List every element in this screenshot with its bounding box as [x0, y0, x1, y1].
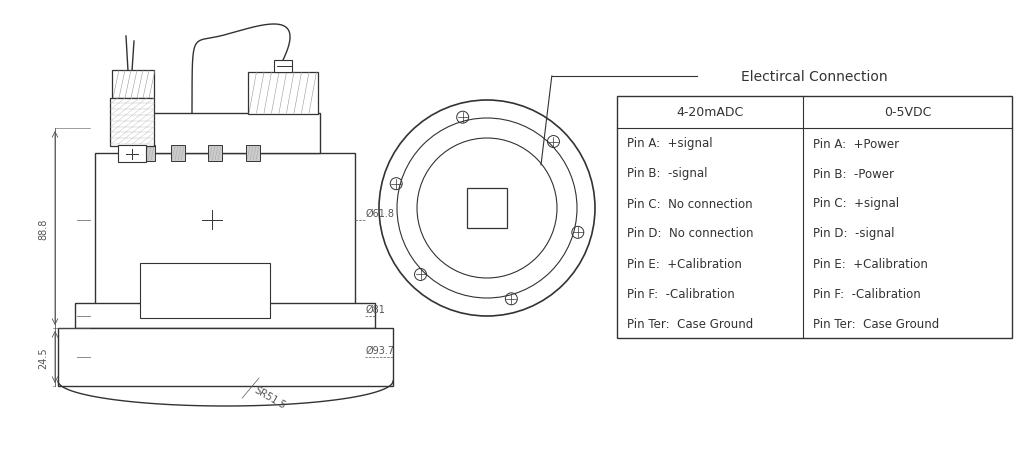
- Bar: [58, 328, 393, 386]
- Bar: [248, 73, 318, 115]
- Bar: [140, 263, 270, 318]
- Text: Ø93.7: Ø93.7: [366, 345, 395, 355]
- Text: Pin A:  +Power: Pin A: +Power: [813, 137, 899, 150]
- Text: Pin D:  -signal: Pin D: -signal: [813, 227, 894, 240]
- Text: Pin F:  -Calibration: Pin F: -Calibration: [627, 287, 735, 300]
- Bar: [617, 97, 1012, 338]
- Text: 0-5VDC: 0-5VDC: [884, 106, 931, 119]
- Bar: [110, 99, 154, 147]
- Text: Pin Ter:  Case Ground: Pin Ter: Case Ground: [627, 317, 754, 330]
- Circle shape: [496, 205, 503, 212]
- Bar: [208, 146, 222, 162]
- Bar: [112, 71, 154, 99]
- Circle shape: [477, 216, 484, 222]
- Text: Pin F:  -Calibration: Pin F: -Calibration: [813, 287, 921, 300]
- Bar: [75, 303, 375, 328]
- Bar: [274, 61, 292, 73]
- Text: 4-20mADC: 4-20mADC: [676, 106, 743, 119]
- Text: Pin C:  No connection: Pin C: No connection: [627, 197, 753, 210]
- Bar: [246, 146, 260, 162]
- Text: 88.8: 88.8: [38, 218, 48, 239]
- Text: Pin B:  -signal: Pin B: -signal: [627, 167, 708, 180]
- Bar: [171, 146, 185, 162]
- Bar: [141, 146, 155, 162]
- Circle shape: [489, 195, 497, 202]
- Circle shape: [477, 195, 484, 202]
- Text: Pin Ter:  Case Ground: Pin Ter: Case Ground: [813, 317, 939, 330]
- Bar: [467, 188, 507, 228]
- Text: Pin E:  +Calibration: Pin E: +Calibration: [813, 257, 928, 270]
- Circle shape: [471, 205, 478, 212]
- Text: 24.5: 24.5: [38, 347, 48, 368]
- Text: SR51.5: SR51.5: [252, 384, 288, 410]
- Text: Pin B:  -Power: Pin B: -Power: [813, 167, 894, 180]
- Circle shape: [485, 207, 489, 210]
- Text: Ø81: Ø81: [366, 304, 386, 314]
- Text: Pin E:  +Calibration: Pin E: +Calibration: [627, 257, 741, 270]
- Bar: [130, 114, 321, 154]
- Bar: [95, 154, 355, 328]
- Circle shape: [489, 216, 497, 222]
- Text: Ø61.8: Ø61.8: [366, 208, 395, 218]
- Text: Pin A:  +signal: Pin A: +signal: [627, 137, 713, 150]
- Text: Pin C:  +signal: Pin C: +signal: [813, 197, 899, 210]
- Text: Pin D:  No connection: Pin D: No connection: [627, 227, 754, 240]
- Text: Electircal Connection: Electircal Connection: [741, 70, 888, 84]
- Bar: [118, 146, 146, 163]
